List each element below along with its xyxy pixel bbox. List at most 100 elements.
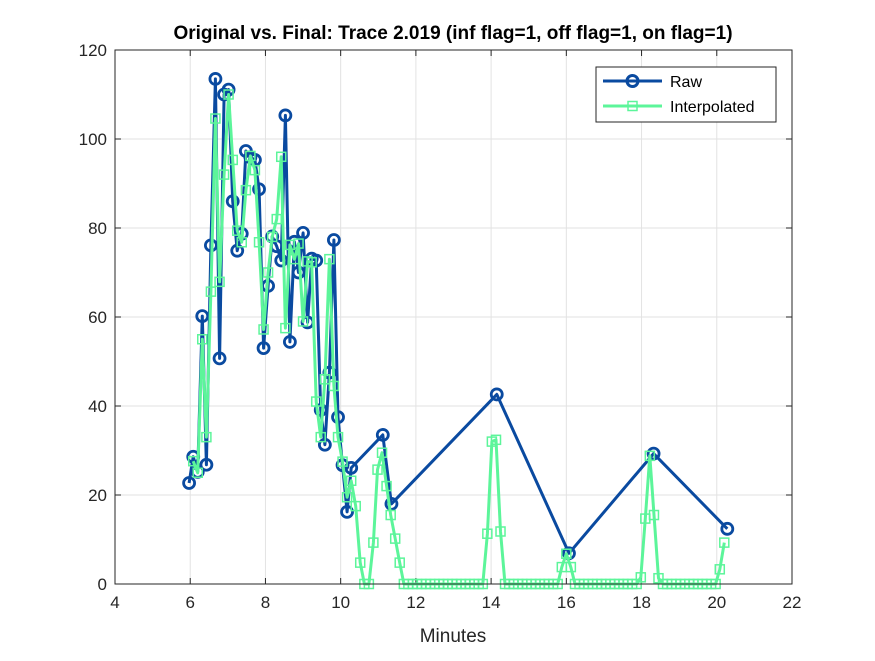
data-point-interpolated [214,276,225,288]
x-tick-label: 8 [261,593,270,612]
data-point-interpolated [324,253,335,265]
data-point-interpolated [236,236,247,248]
data-point-interpolated [262,267,274,278]
tick-labels: 4 6 8 10 12 14 16 18 20 22 0 20 40 60 80 100 120 [79,41,802,612]
data-point-interpolated [714,564,726,575]
data-point-interpolated [258,324,269,335]
data-point-interpolated [644,450,656,462]
data-point-interpolated [197,334,208,345]
x-tick-label: 20 [707,593,726,612]
chart-title: Original vs. Final: Trace 2.019 (inf fla… [173,23,732,44]
data-point-interpolated [381,480,392,492]
data-point-interpolated [565,561,577,573]
legend-label-interpolated: Interpolated [670,99,755,116]
data-point-interpolated [310,396,322,407]
data-point-interpolated [337,456,348,467]
data-point-interpolated [635,572,647,583]
data-point-interpolated [376,447,388,458]
x-tick-label: 12 [406,593,425,612]
legend-item-interpolated: Interpolated [603,99,755,116]
data-point-interpolated [315,431,326,443]
data-point-interpolated [275,151,287,163]
x-axis-label: Minutes [420,626,487,647]
data-point-raw [340,505,354,519]
data-point-raw [252,182,266,197]
data-point-interpolated [328,380,340,392]
data-point-interpolated [223,89,234,100]
data-point-interpolated [240,184,252,196]
data-point-interpolated [561,548,572,559]
data-point-interpolated [306,257,317,268]
data-point-interpolated [280,322,291,334]
data-point-interpolated [345,475,357,487]
data-point-interpolated [394,557,405,568]
y-tick-label: 20 [88,486,107,505]
y-tick-label: 120 [79,41,107,60]
data-point-interpolated [372,464,383,475]
plot-frame [114,49,793,585]
data-point-interpolated [245,150,256,162]
data-point-raw [225,194,240,209]
legend-label-raw: Raw [670,74,702,91]
data-point-interpolated [490,434,502,446]
data-point-raw [489,387,504,402]
legend-item-raw: Raw [603,74,702,91]
data-point-interpolated [389,533,401,544]
data-point-interpolated [385,509,396,521]
x-tick-label: 22 [783,593,802,612]
data-point-interpolated [201,431,212,443]
data-point-interpolated [482,528,493,539]
data-point-raw [384,496,399,511]
x-tick-label: 14 [482,593,501,612]
data-point-interpolated [205,286,217,297]
data-point-interpolated [192,467,203,478]
data-point-raw [208,72,223,86]
legend-marker-raw [625,74,640,88]
x-tick-label: 4 [110,593,119,612]
data-point-raw [720,521,735,536]
data-point-interpolated [332,431,344,443]
data-point-interpolated [368,537,379,548]
data-point-interpolated [319,374,331,385]
legend: Raw Interpolated [595,66,777,123]
data-point-interpolated [231,225,243,236]
y-tick-label: 80 [88,219,107,238]
data-point-raw [212,351,227,366]
data-point-interpolated [227,154,238,166]
data-point-raw [182,476,196,490]
data-point-raw [199,457,214,472]
data-point-interpolated [249,164,261,176]
data-point-raw [195,309,210,324]
y-tick-label: 40 [88,397,107,416]
x-tick-label: 16 [557,593,576,612]
data-point-interpolated [253,236,265,248]
data-point-interpolated [495,526,506,537]
y-tick-label: 0 [98,575,107,594]
data-point-interpolated [187,455,199,467]
data-point-interpolated [648,509,660,521]
data-point-raw [326,233,341,247]
data-point-interpolated [293,238,304,249]
data-point-raw [256,341,271,356]
data-point-interpolated [719,537,730,548]
data-point-interpolated [271,213,282,225]
data-point-interpolated [266,231,278,243]
y-tick-label: 60 [88,308,107,327]
legend-marker-interpolated [627,100,638,112]
data-point-interpolated [218,169,230,180]
data-point-raw [278,108,293,123]
data-point-interpolated [297,316,309,327]
data-point-raw [282,335,297,349]
data-point-interpolated [210,113,221,124]
x-tick-label: 6 [185,593,194,612]
data-point-raw [274,253,289,268]
legend-box [595,66,777,123]
data-point-interpolated [341,491,353,503]
x-tick-label: 10 [331,593,350,612]
x-tick-label: 18 [632,593,651,612]
data-point-raw [344,460,359,475]
data-point-interpolated [354,557,366,568]
data-point-raw [375,428,390,442]
